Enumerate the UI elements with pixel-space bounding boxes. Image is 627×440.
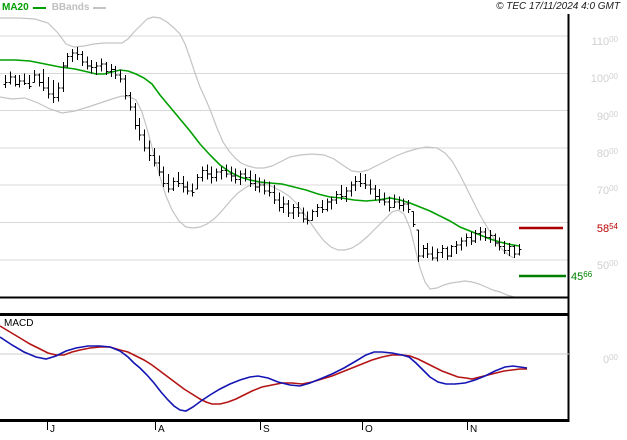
- macd-line: [0, 336, 528, 412]
- bbands-legend-swatch-icon: [93, 6, 107, 9]
- legend-item-bbands[interactable]: BBands: [52, 1, 107, 14]
- bollinger-lower-band-line: [0, 95, 515, 298]
- price-axis-label-5000: 5000: [596, 259, 618, 272]
- macd-zero-label: 000: [602, 353, 618, 366]
- chart-legend: MA20 BBands: [2, 1, 107, 14]
- month-label-N: N: [470, 424, 478, 435]
- level-label-4566: 4566: [571, 270, 593, 283]
- x-axis-line: [0, 419, 569, 422]
- macd-panel-label: MACD: [4, 318, 34, 329]
- bbands-legend-label: BBands: [51, 2, 90, 13]
- month-label-S: S: [263, 424, 270, 435]
- macd-signal-line: [0, 325, 527, 405]
- right-axis-border: [567, 14, 570, 422]
- month-label-A: A: [158, 424, 165, 435]
- price-axis-label-10000: 10000: [590, 72, 618, 85]
- copyright-timestamp: © TEC 17/11/2024 4:0 GMT: [496, 1, 620, 12]
- price-axis-label-11000: 11000: [591, 35, 618, 48]
- macd-panel-top-border: [0, 313, 569, 316]
- bollinger-upper-band-line: [0, 16, 515, 259]
- ma20-legend-swatch-icon: [32, 6, 46, 9]
- ma20-line: [0, 59, 520, 247]
- month-label-O: O: [365, 424, 373, 435]
- legend-item-ma20[interactable]: MA20: [2, 1, 46, 14]
- month-label-J: J: [50, 424, 55, 435]
- ma20-legend-label: MA20: [2, 2, 29, 13]
- price-axis-label-8000: 8000: [596, 147, 618, 160]
- level-label-5854: 5854: [596, 222, 618, 235]
- price-axis-label-7000: 7000: [596, 184, 618, 197]
- price-axis-label-9000: 9000: [596, 110, 618, 123]
